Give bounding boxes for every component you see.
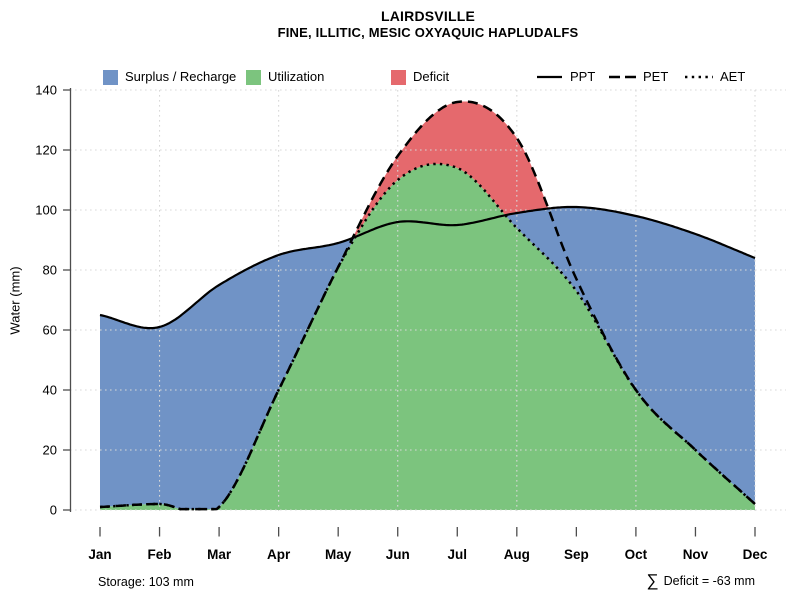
deficit-annotation: ∑ Deficit = -63 mm [647, 570, 755, 590]
legend-label-utilization: Utilization [268, 69, 325, 84]
dotted-line-icon [685, 75, 713, 79]
legend-item-utilization: Utilization [246, 69, 324, 85]
x-axis-ticks: Jan Feb Mar Apr May Jun Jul Aug Sep Oct Nov Dec [88, 527, 768, 562]
deficit-sum-text: Deficit = -63 mm [663, 574, 755, 588]
solid-line-icon [537, 75, 562, 79]
legend-label-ppt: PPT [570, 69, 596, 84]
legend-item-surplus: Surplus / Recharge [103, 69, 236, 85]
grid-layer [70, 89, 786, 511]
y-tick-label: 40 [43, 383, 57, 398]
x-tick-label: May [325, 547, 352, 562]
sigma-symbol: ∑ [646, 571, 659, 590]
storage-annotation: Storage: 103 mm [98, 575, 194, 589]
y-tick-label: 120 [35, 143, 57, 158]
x-tick-label: Oct [625, 547, 648, 562]
x-tick-label: Jan [88, 547, 111, 562]
y-tick-label: 80 [43, 263, 57, 278]
aet-line [99, 162, 756, 511]
y-tick-label: 60 [43, 323, 57, 338]
x-tick-label: Nov [683, 547, 709, 562]
y-tick-label: 20 [43, 443, 57, 458]
x-tick-label: Dec [743, 547, 768, 562]
legend-item-deficit: Deficit [391, 69, 449, 85]
x-tick-label: Feb [148, 547, 172, 562]
legend-label-pet: PET [643, 69, 669, 84]
y-tick-label: 100 [35, 203, 57, 218]
x-tick-label: Jul [448, 547, 468, 562]
pet-line [99, 100, 756, 511]
legend-label-surplus: Surplus / Recharge [125, 69, 237, 84]
surplus-swatch-icon [103, 69, 118, 85]
chart-subtitle: FINE, ILLITIC, MESIC OXYAQUIC HAPLUDALFS [277, 25, 579, 40]
legend-item-aet: AET [684, 69, 745, 85]
utilization-swatch-icon [246, 69, 261, 85]
x-tick-label: Aug [504, 547, 530, 562]
legend-item-pet: PET [609, 69, 668, 85]
x-tick-label: Apr [267, 547, 291, 562]
x-tick-label: Mar [207, 547, 232, 562]
y-tick-label: 140 [35, 83, 57, 98]
x-tick-label: Sep [564, 547, 589, 562]
legend-label-aet: AET [720, 69, 746, 84]
y-tick-label: 0 [50, 503, 57, 518]
dashed-line-icon [609, 75, 636, 79]
fill-surplus [505, 207, 755, 504]
page-title: LAIRDSVILLE [381, 8, 475, 24]
legend-label-deficit: Deficit [413, 69, 450, 84]
y-axis: 0 20 40 60 80 100 120 140 [35, 83, 72, 518]
deficit-swatch-icon [391, 69, 406, 85]
fill-surplus [100, 236, 356, 510]
legend-item-ppt: PPT [536, 69, 595, 85]
x-tick-label: Jun [386, 547, 410, 562]
y-axis-title: Water (mm) [7, 266, 23, 335]
ppt-line [99, 205, 756, 330]
